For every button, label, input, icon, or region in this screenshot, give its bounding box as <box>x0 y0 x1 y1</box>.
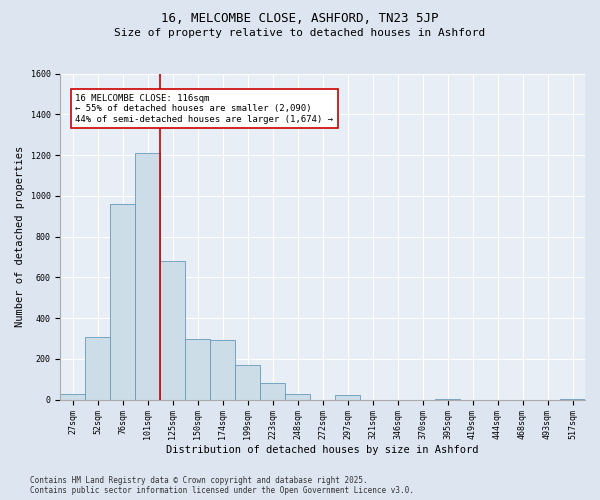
Bar <box>285 394 310 400</box>
Bar <box>185 338 210 400</box>
Text: 16, MELCOMBE CLOSE, ASHFORD, TN23 5JP: 16, MELCOMBE CLOSE, ASHFORD, TN23 5JP <box>161 12 439 26</box>
Bar <box>235 365 260 400</box>
Bar <box>260 384 285 400</box>
Text: Size of property relative to detached houses in Ashford: Size of property relative to detached ho… <box>115 28 485 38</box>
Bar <box>160 261 185 400</box>
X-axis label: Distribution of detached houses by size in Ashford: Distribution of detached houses by size … <box>166 445 479 455</box>
Bar <box>85 336 110 400</box>
Text: Contains HM Land Registry data © Crown copyright and database right 2025.
Contai: Contains HM Land Registry data © Crown c… <box>30 476 414 495</box>
Bar <box>435 398 460 400</box>
Bar <box>60 394 85 400</box>
Text: 16 MELCOMBE CLOSE: 116sqm
← 55% of detached houses are smaller (2,090)
44% of se: 16 MELCOMBE CLOSE: 116sqm ← 55% of detac… <box>75 94 333 124</box>
Bar <box>560 398 585 400</box>
Y-axis label: Number of detached properties: Number of detached properties <box>15 146 25 327</box>
Bar <box>335 394 360 400</box>
Bar <box>110 204 135 400</box>
Bar <box>210 340 235 400</box>
Bar <box>135 153 160 400</box>
